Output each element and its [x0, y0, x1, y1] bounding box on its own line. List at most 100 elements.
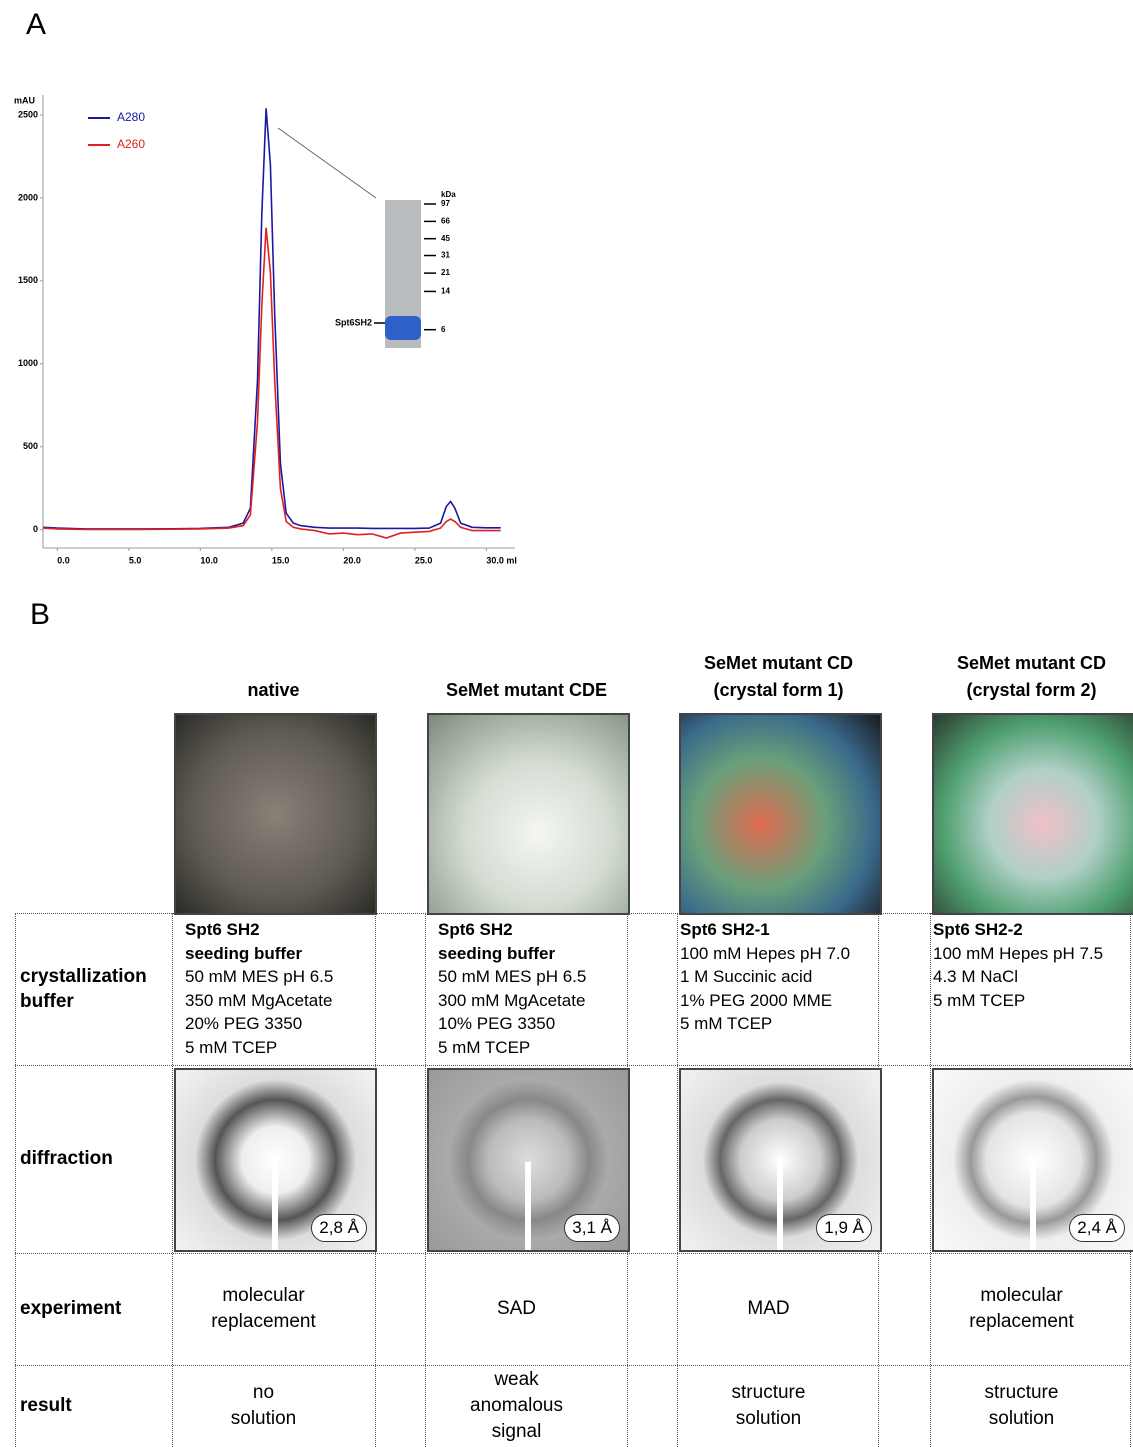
gel-marker-label: 45	[441, 234, 450, 243]
crystal-photo	[427, 713, 630, 915]
y-tick-label: 500	[23, 441, 38, 451]
buffer-name: seeding buffer	[185, 944, 302, 964]
cell-text: no	[162, 1380, 365, 1406]
beamstop	[272, 1162, 278, 1252]
x-tick-label: 30.0 ml	[486, 555, 517, 565]
diffraction-image: 3,1 Å	[427, 1068, 630, 1252]
row-label: result	[20, 1394, 72, 1418]
gel-marker-label: 6	[441, 325, 446, 334]
gel-marker-label: 14	[441, 287, 450, 296]
legend-label: A260	[117, 137, 145, 151]
column-header: native	[172, 680, 375, 701]
grid-line	[15, 1065, 1130, 1066]
buffer-line: 100 mM Hepes pH 7.5	[933, 944, 1103, 964]
y-tick-label: 2000	[18, 192, 38, 202]
buffer-name: Spt6 SH2	[185, 920, 260, 940]
buffer-line: 5 mM TCEP	[933, 991, 1025, 1011]
crystal-photo	[932, 713, 1133, 915]
resolution-label: 3,1 Å	[564, 1214, 620, 1242]
cell-text: MAD	[667, 1296, 870, 1322]
row-label: buffer	[20, 990, 74, 1014]
x-tick-label: 5.0	[129, 555, 142, 565]
gel-marker-label: 97	[441, 199, 450, 208]
buffer-name: seeding buffer	[438, 944, 555, 964]
buffer-name: Spt6 SH2-2	[933, 920, 1023, 940]
chart: mAU 0 500 1000 1500 2000 2500 0.0 5.0 10.0 15.0 20.…	[0, 0, 540, 580]
column-header: (crystal form 1)	[677, 680, 880, 701]
x-tick-label: 10.0	[200, 555, 218, 565]
grid-line	[930, 913, 931, 1447]
gel-unit: kDa	[441, 190, 456, 199]
buffer-line: 5 mM TCEP	[680, 1014, 772, 1034]
crystal-photo	[174, 713, 377, 915]
y-tick-label: 1000	[18, 358, 38, 368]
buffer-line: 350 mM MgAcetate	[185, 991, 332, 1011]
buffer-line: 20% PEG 3350	[185, 1014, 302, 1034]
cell-text: anomalous	[415, 1393, 618, 1419]
line-series	[43, 228, 501, 538]
crystal-photo	[679, 713, 882, 915]
cell-text: solution	[920, 1406, 1123, 1432]
buffer-line: 10% PEG 3350	[438, 1014, 555, 1034]
buffer-line: 1% PEG 2000 MME	[680, 991, 832, 1011]
column-header: SeMet mutant CD	[930, 653, 1133, 674]
buffer-name: Spt6 SH2	[438, 920, 513, 940]
cell-text: structure	[920, 1380, 1123, 1406]
cell-text: weak	[415, 1367, 618, 1393]
y-tick-label: 2500	[18, 109, 38, 119]
row-label: crystallization	[20, 965, 147, 989]
y-axis-label: mAU	[14, 95, 35, 105]
column-header: (crystal form 2)	[930, 680, 1133, 701]
grid-line	[15, 1253, 1130, 1254]
gel-marker-label: 21	[441, 268, 450, 277]
cell-text: solution	[667, 1406, 870, 1432]
x-tick-label: 20.0	[343, 555, 361, 565]
cell-text: replacement	[920, 1309, 1123, 1335]
x-tick-label: 0.0	[57, 555, 70, 565]
cell-text: molecular	[162, 1283, 365, 1309]
beamstop	[1030, 1162, 1036, 1252]
beamstop	[777, 1162, 783, 1252]
legend-label: A280	[117, 110, 145, 124]
buffer-line: 50 mM MES pH 6.5	[185, 967, 333, 987]
diffraction-image: 2,8 Å	[174, 1068, 377, 1252]
diffraction-image: 2,4 Å	[932, 1068, 1133, 1252]
grid-line	[15, 1365, 1130, 1366]
y-tick-label: 0	[33, 524, 38, 534]
cell-text: SAD	[415, 1296, 618, 1322]
grid-line	[677, 913, 678, 1447]
row-label: experiment	[20, 1297, 121, 1321]
gel-band	[385, 316, 421, 340]
buffer-line: 5 mM TCEP	[185, 1038, 277, 1058]
grid-line	[172, 913, 173, 1447]
resolution-label: 2,8 Å	[311, 1214, 367, 1242]
x-tick-label: 25.0	[415, 555, 433, 565]
resolution-label: 1,9 Å	[816, 1214, 872, 1242]
cell-text: structure	[667, 1380, 870, 1406]
buffer-line: 4.3 M NaCl	[933, 967, 1018, 987]
diffraction-image: 1,9 Å	[679, 1068, 882, 1252]
cell-text: replacement	[162, 1309, 365, 1335]
buffer-line: 50 mM MES pH 6.5	[438, 967, 586, 987]
row-label: diffraction	[20, 1147, 113, 1171]
panel-label: B	[30, 598, 50, 632]
cell-text: signal	[415, 1419, 618, 1445]
column-header: SeMet mutant CD	[677, 653, 880, 674]
resolution-label: 2,4 Å	[1069, 1214, 1125, 1242]
gel-marker-label: 66	[441, 217, 450, 226]
gel-marker-label: 31	[441, 251, 450, 260]
column-header: SeMet mutant CDE	[425, 680, 628, 701]
buffer-line: 5 mM TCEP	[438, 1038, 530, 1058]
connector	[278, 128, 376, 198]
buffer-line: 300 mM MgAcetate	[438, 991, 585, 1011]
buffer-line: 100 mM Hepes pH 7.0	[680, 944, 850, 964]
page: A B mAU050010001500200025000.05.010.015.…	[0, 0, 1133, 1447]
beamstop	[525, 1162, 531, 1252]
buffer-line: 1 M Succinic acid	[680, 967, 812, 987]
band-label: Spt6SH2	[335, 317, 372, 327]
y-tick-label: 1500	[18, 275, 38, 285]
buffer-name: Spt6 SH2-1	[680, 920, 770, 940]
x-tick-label: 15.0	[272, 555, 290, 565]
grid-line	[15, 913, 16, 1447]
cell-text: molecular	[920, 1283, 1123, 1309]
